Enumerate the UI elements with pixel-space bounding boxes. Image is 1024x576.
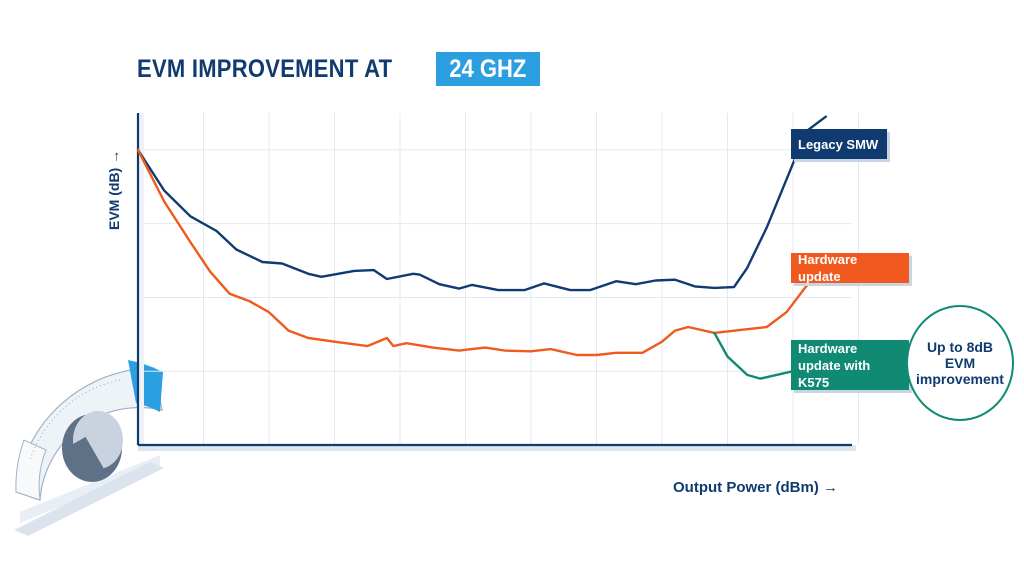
x-axis-arrow-icon: → [823, 479, 838, 496]
y-axis-label: EVM (dB) → [106, 150, 122, 230]
legend-hardware-update-k575: Hardware update with K575 [791, 340, 909, 390]
chart-grid [138, 113, 859, 445]
improvement-callout-text: Up to 8dB EVM improvement [916, 339, 1004, 387]
title-prefix: EVM IMPROVEMENT AT [137, 54, 393, 83]
x-axis-label-text: Output Power (dBm) [673, 479, 819, 496]
series-line-legacy-smw [136, 115, 827, 292]
title-highlight-badge: 24 GHZ [436, 52, 540, 86]
legend-hardware-update: Hardware update [791, 252, 909, 284]
x-axis-label: Output Power (dBm) → [673, 479, 838, 496]
legend-legacy-smw: Legacy SMW [791, 129, 887, 159]
chart-series [136, 115, 827, 380]
chart-title: EVM IMPROVEMENT AT 24 GHZ [137, 52, 540, 86]
chart-axes [136, 113, 856, 451]
dial-knob-icon [14, 360, 164, 536]
x-axis-shadow [138, 445, 856, 451]
improvement-callout: Up to 8dB EVM improvement [906, 305, 1014, 421]
y-axis-arrow-icon: → [106, 149, 122, 164]
y-axis-label-text: EVM (dB) [106, 167, 122, 230]
series-line-hardware-update [136, 148, 827, 357]
y-axis-shadow [138, 113, 144, 445]
title-highlight: 24 GHZ [449, 54, 527, 83]
